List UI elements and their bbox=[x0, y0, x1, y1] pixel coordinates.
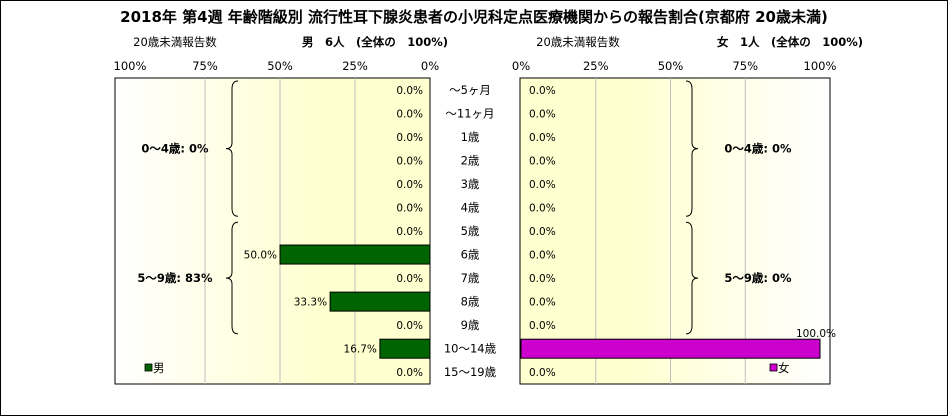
left-group-brace bbox=[225, 221, 239, 335]
female-data-label: 100.0% bbox=[796, 328, 836, 340]
age-category-label: 3歳 bbox=[461, 177, 480, 191]
age-category-label: 6歳 bbox=[461, 248, 480, 262]
female-data-label: 0.0% bbox=[529, 85, 556, 97]
female-data-label: 0.0% bbox=[529, 155, 556, 167]
female-data-label: 0.0% bbox=[529, 202, 556, 214]
right-tick-label: 0% bbox=[512, 59, 530, 73]
female-data-labels: 0.0% 0.0% 0.0% 0.0% 0.0% 0.0% 0.0% 0.0% 0.0% 0.0%… bbox=[529, 85, 836, 379]
male-bar bbox=[279, 244, 431, 265]
right-gridlines bbox=[595, 78, 746, 384]
male-data-labels: 0.0% 0.0% 0.0% 0.0% 0.0% 0.0% 0.0% 50.0% 0.0% 33.… bbox=[244, 85, 423, 379]
female-data-label: 0.0% bbox=[529, 226, 556, 238]
age-category-label: ～11ヶ月 bbox=[445, 106, 494, 120]
male-legend-label: 男 bbox=[153, 361, 165, 375]
left-group-label: 0～4歳: 0% bbox=[141, 142, 209, 156]
female-data-label: 0.0% bbox=[529, 250, 556, 262]
male-data-label: 0.0% bbox=[396, 202, 423, 214]
age-category-label: ～5ヶ月 bbox=[449, 83, 491, 97]
male-data-label: 50.0% bbox=[244, 250, 277, 262]
left-summary: 男 6人 (全体の 100%) bbox=[302, 35, 448, 49]
male-data-label: 0.0% bbox=[396, 155, 423, 167]
female-legend-swatch bbox=[769, 363, 778, 372]
left-plot-area bbox=[114, 77, 431, 385]
female-bar bbox=[520, 338, 821, 359]
age-category-label: 1歳 bbox=[461, 130, 480, 144]
right-group-brace bbox=[685, 221, 699, 335]
male-bar bbox=[329, 291, 431, 312]
male-bars bbox=[279, 244, 431, 359]
left-header: 20歳未満報告数 bbox=[133, 35, 217, 49]
left-group-label: 5～9歳: 83% bbox=[137, 271, 213, 285]
male-data-label: 0.0% bbox=[396, 132, 423, 144]
female-data-label: 0.0% bbox=[529, 297, 556, 309]
age-category-labels: ～5ヶ月 ～11ヶ月 1歳 2歳 3歳 4歳 5歳 6歳 7歳 8歳 9歳 10～14歳 15～19歳 bbox=[444, 83, 497, 379]
male-data-label: 0.0% bbox=[396, 226, 423, 238]
female-data-label: 0.0% bbox=[529, 273, 556, 285]
right-tick-label: 50% bbox=[658, 59, 684, 73]
right-group-brace bbox=[685, 80, 699, 217]
age-category-label: 10～14歳 bbox=[444, 342, 497, 356]
male-legend-swatch bbox=[144, 363, 153, 372]
left-axis-ticks: 100% 75% 50% 25% 0% bbox=[114, 59, 440, 73]
age-category-label: 7歳 bbox=[461, 271, 480, 285]
right-plot-area bbox=[519, 77, 831, 385]
right-tick-label: 25% bbox=[583, 59, 609, 73]
age-category-label: 8歳 bbox=[461, 295, 480, 309]
male-data-label: 0.0% bbox=[396, 320, 423, 332]
male-data-label: 0.0% bbox=[396, 367, 423, 379]
age-category-label: 5歳 bbox=[461, 224, 480, 238]
left-tick-label: 25% bbox=[342, 59, 368, 73]
female-data-label: 0.0% bbox=[529, 132, 556, 144]
male-data-label: 0.0% bbox=[396, 108, 423, 120]
male-data-label: 33.3% bbox=[294, 297, 327, 309]
age-category-label: 2歳 bbox=[461, 153, 480, 167]
age-category-label: 4歳 bbox=[461, 200, 480, 214]
chart-title: 2018年 第4週 年齢階級別 流行性耳下腺炎患者の小児科定点医療機関からの報告… bbox=[120, 8, 828, 26]
male-bar bbox=[379, 338, 431, 359]
right-axis-ticks: 0% 25% 50% 75% 100% bbox=[512, 59, 837, 73]
left-group-brace bbox=[225, 80, 239, 217]
female-data-label: 0.0% bbox=[529, 320, 556, 332]
female-legend-label: 女 bbox=[778, 361, 790, 375]
female-data-label: 0.0% bbox=[529, 367, 556, 379]
right-group-label: 5～9歳: 0% bbox=[724, 271, 792, 285]
left-group-braces: 0～4歳: 0% 5～9歳: 83% bbox=[137, 80, 239, 335]
left-gridlines bbox=[204, 78, 356, 384]
male-data-label: 0.0% bbox=[396, 179, 423, 191]
right-group-label: 0～4歳: 0% bbox=[724, 142, 792, 156]
left-tick-label: 50% bbox=[267, 59, 293, 73]
female-bars bbox=[520, 338, 821, 359]
female-data-label: 0.0% bbox=[529, 179, 556, 191]
male-data-label: 0.0% bbox=[396, 85, 423, 97]
age-category-label: 9歳 bbox=[461, 318, 480, 332]
right-header: 20歳未満報告数 bbox=[536, 35, 620, 49]
left-tick-label: 0% bbox=[421, 59, 439, 73]
left-tick-label: 75% bbox=[192, 59, 218, 73]
male-data-label: 16.7% bbox=[344, 344, 377, 356]
right-group-braces: 0～4歳: 0% 5～9歳: 0% bbox=[685, 80, 792, 335]
female-data-label: 0.0% bbox=[529, 108, 556, 120]
male-data-label: 0.0% bbox=[396, 273, 423, 285]
right-summary: 女 1人 (全体の 100%) bbox=[717, 35, 863, 49]
age-category-label: 15～19歳 bbox=[444, 365, 497, 379]
left-tick-label: 100% bbox=[114, 59, 147, 73]
right-tick-label: 100% bbox=[804, 59, 837, 73]
right-tick-label: 75% bbox=[732, 59, 758, 73]
